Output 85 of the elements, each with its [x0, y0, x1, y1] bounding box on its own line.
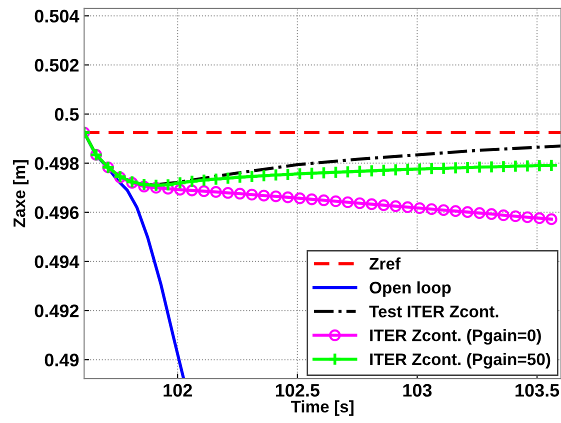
point — [378, 199, 390, 212]
point — [270, 190, 282, 202]
y-tick-label: 0.502 — [34, 58, 79, 72]
point — [149, 178, 163, 192]
point — [292, 166, 307, 181]
point — [522, 211, 534, 224]
point — [364, 164, 379, 178]
point — [376, 163, 391, 178]
point — [460, 160, 474, 175]
legend-label: ITER Zcont. (Pgain=50) — [370, 352, 550, 369]
point — [354, 197, 366, 210]
x-axis-title: Time [s] — [290, 400, 354, 416]
point — [474, 207, 486, 219]
point — [496, 160, 510, 174]
y-tick-label: 0.498 — [34, 157, 79, 170]
point — [282, 191, 294, 204]
point — [532, 158, 546, 173]
point — [138, 180, 150, 192]
legend-label: Open loop — [370, 281, 451, 297]
point — [256, 168, 271, 183]
point — [244, 170, 259, 184]
point — [484, 160, 498, 174]
y-tick-label: 0.492 — [34, 304, 79, 318]
y-tick-label: 0.5 — [54, 108, 79, 121]
point — [412, 162, 427, 176]
point — [137, 178, 151, 192]
point — [246, 188, 258, 201]
point — [186, 184, 198, 196]
legend-label: Zref — [370, 257, 401, 270]
point — [294, 192, 306, 204]
x-tick-label: 103 — [403, 384, 432, 397]
point — [174, 184, 186, 196]
point — [222, 187, 234, 199]
y-tick-label: 0.494 — [34, 255, 80, 268]
point — [472, 160, 486, 174]
y-tick-label: 0.504 — [34, 10, 80, 23]
point — [402, 201, 414, 214]
point — [508, 159, 522, 174]
point — [426, 203, 438, 216]
point — [352, 164, 367, 178]
point — [510, 210, 522, 222]
point — [462, 206, 474, 218]
point — [414, 202, 426, 214]
y-axis-title: Zaxe [m] — [13, 160, 29, 228]
x-tick-label: 102 — [164, 384, 192, 397]
point — [390, 200, 402, 212]
point — [330, 195, 342, 208]
point — [185, 174, 199, 188]
point — [234, 188, 246, 200]
y-tick-label: 0.496 — [34, 206, 79, 220]
point — [150, 182, 162, 194]
legend-label: Test ITER Zcont. — [369, 306, 498, 318]
point — [546, 213, 558, 226]
x-tick-label: 103.5 — [516, 384, 560, 397]
point — [197, 173, 211, 188]
point — [208, 172, 223, 186]
point — [161, 178, 175, 192]
point — [173, 176, 187, 190]
point — [198, 185, 210, 198]
point — [340, 164, 355, 179]
point — [520, 158, 534, 173]
point — [438, 204, 450, 216]
point — [306, 193, 318, 206]
point — [388, 162, 403, 177]
point — [448, 160, 463, 175]
point — [342, 196, 354, 208]
point — [318, 194, 330, 206]
point — [366, 198, 378, 210]
x-tick-label: 102.5 — [276, 384, 320, 397]
point — [316, 166, 331, 180]
legend-label: ITER Zcont. (Pgain=0) — [370, 329, 541, 345]
point — [486, 208, 498, 220]
point — [220, 171, 235, 186]
point — [280, 168, 295, 182]
point — [304, 166, 319, 180]
point — [498, 209, 510, 222]
y-tick-label: 0.49 — [44, 354, 79, 366]
point — [328, 165, 343, 180]
point — [258, 190, 270, 202]
point — [232, 170, 247, 184]
point — [210, 186, 222, 198]
point — [534, 212, 546, 224]
point — [162, 182, 174, 195]
point — [450, 205, 462, 217]
point — [268, 168, 283, 182]
